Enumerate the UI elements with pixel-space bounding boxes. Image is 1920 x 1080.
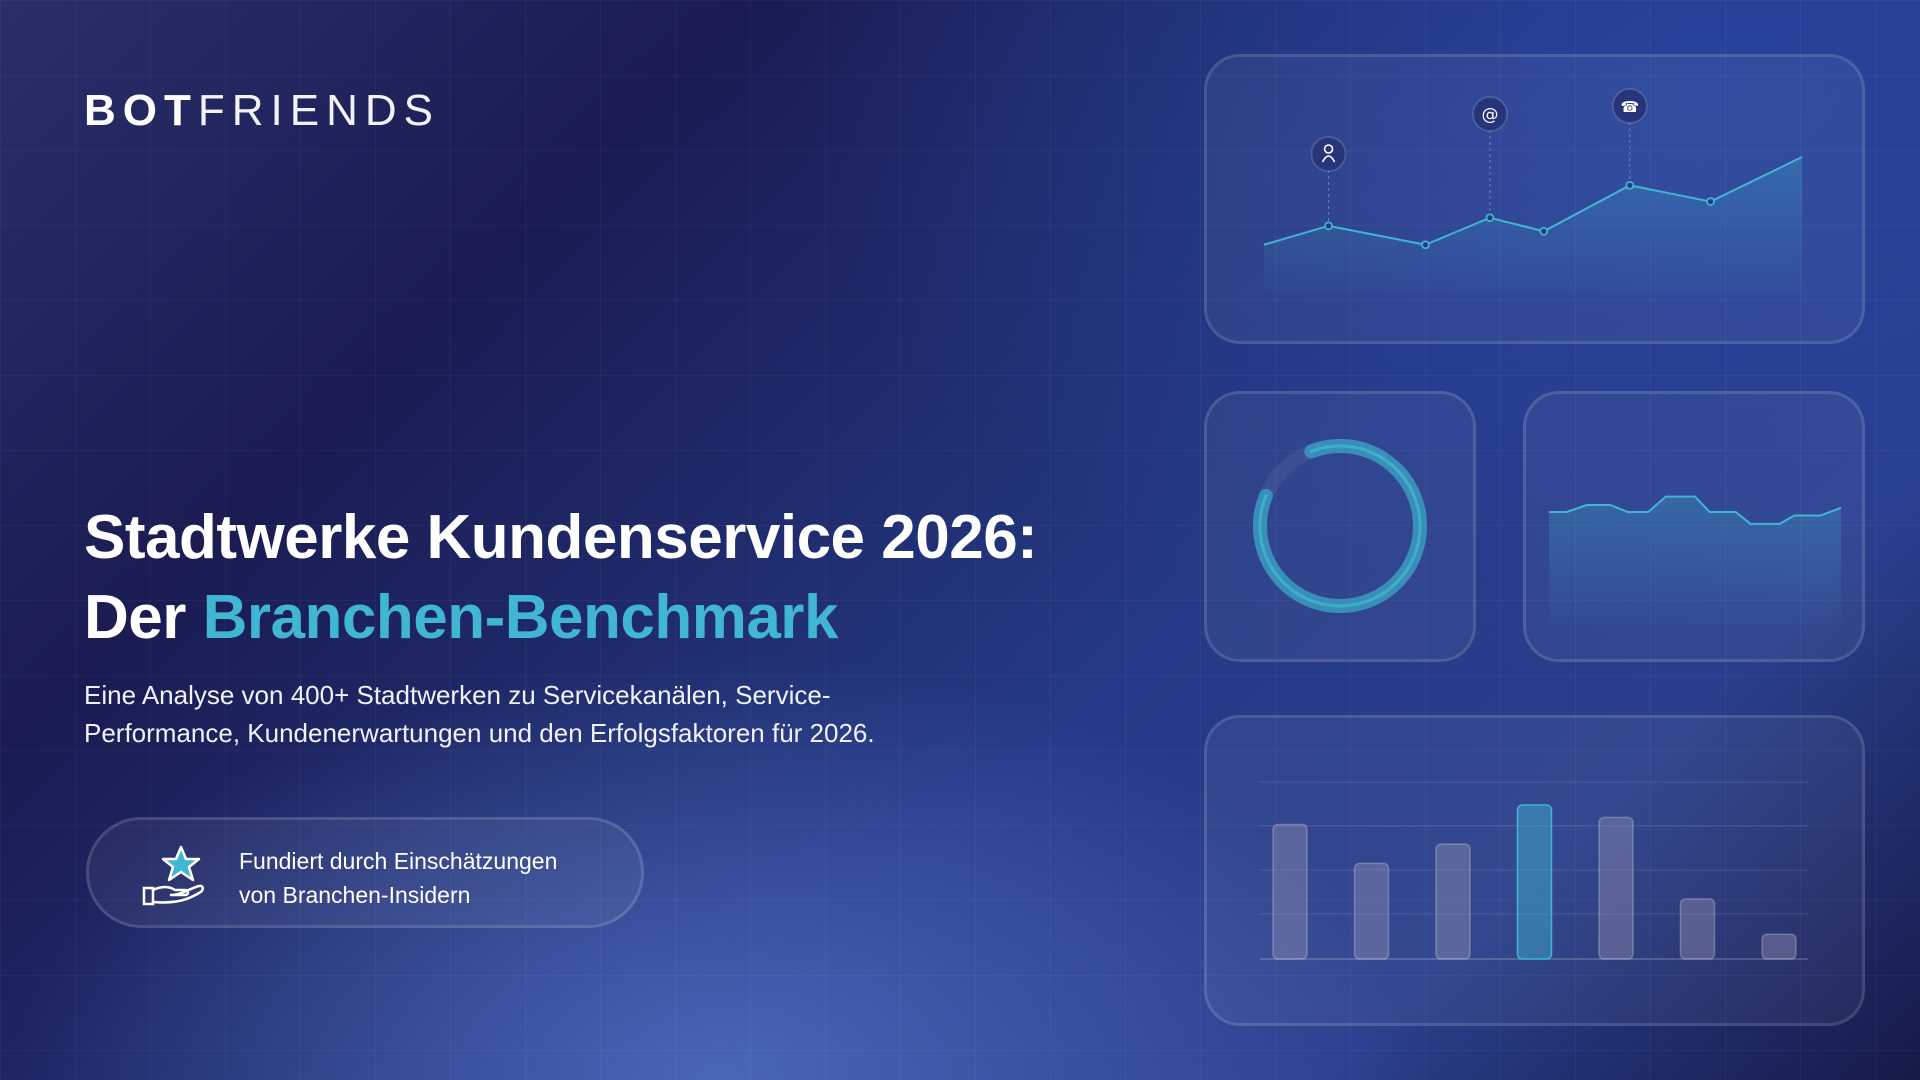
bar [1679, 898, 1716, 960]
bar [1761, 933, 1797, 960]
insider-badge: Fundiert durch Einschätzungen von Branche… [86, 817, 644, 928]
title-line-1: Stadtwerke Kundenservice 2026: [84, 503, 1038, 572]
line-chart-point [1539, 226, 1549, 236]
user-icon-body [1321, 155, 1336, 163]
title-line-2: Der Branchen-Benchmark [84, 583, 839, 652]
page-title: Stadtwerke Kundenservice 2026: Der Branc… [84, 498, 1038, 658]
donut-chart-card [1204, 391, 1476, 662]
hand-star-icon [142, 845, 204, 906]
line-chart-point [1421, 240, 1430, 250]
marker-badge [1310, 136, 1347, 172]
bar [1598, 816, 1634, 960]
line-chart-point [1625, 180, 1635, 190]
line-chart-point [1324, 221, 1333, 231]
donut-progress-highlight [1258, 444, 1422, 608]
wave-chart-area [1549, 496, 1841, 624]
marker-badge [1611, 88, 1648, 124]
phone-icon: ☎ [1620, 98, 1639, 116]
user-icon [1323, 144, 1334, 154]
line-chart-line [1263, 156, 1803, 246]
bar [1353, 862, 1390, 960]
marker-badge [1471, 96, 1508, 132]
bar-chart-card [1204, 715, 1865, 1026]
botfriends-logo: BOTFRIENDS [84, 86, 441, 135]
wave-chart-line [1549, 495, 1842, 525]
subtitle: Eine Analyse von 400+ Stadtwerken zu Ser… [84, 680, 875, 748]
bar [1272, 823, 1308, 960]
bar [1516, 804, 1553, 960]
bar [1435, 843, 1471, 960]
line-chart-point [1706, 197, 1715, 206]
at-sign-icon: @ [1481, 105, 1498, 125]
title-highlight: Branchen-Benchmark [202, 583, 839, 652]
line-chart-area [1264, 157, 1802, 292]
line-chart-point [1485, 213, 1495, 223]
